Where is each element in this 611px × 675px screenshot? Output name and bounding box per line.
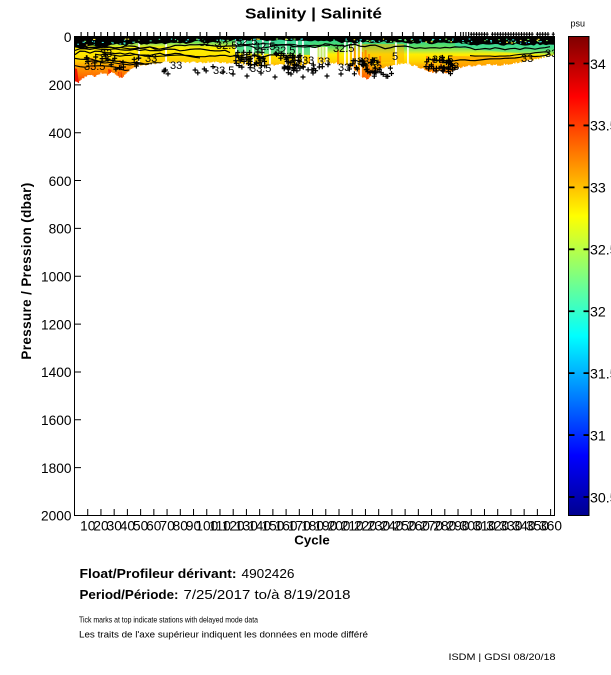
svg-text:33: 33 (370, 63, 382, 75)
svg-text:33.5: 33.5 (250, 63, 271, 75)
svg-text:31: 31 (590, 428, 606, 444)
svg-text:33.5: 33.5 (84, 61, 105, 73)
svg-text:180: 180 (301, 519, 324, 534)
svg-text:ISDM | GDSI 08/20/18: ISDM | GDSI 08/20/18 (449, 652, 556, 663)
svg-text:psu: psu (571, 19, 586, 30)
svg-text:33: 33 (590, 181, 606, 197)
svg-text:33: 33 (545, 48, 557, 60)
svg-text:Salinity | Salinité: Salinity | Salinité (245, 7, 382, 23)
svg-text:10: 10 (80, 519, 96, 534)
svg-text:270: 270 (420, 519, 443, 534)
svg-text:33: 33 (290, 53, 302, 65)
svg-text:360: 360 (539, 519, 562, 534)
svg-text:90: 90 (186, 519, 202, 534)
svg-text:33.5: 33.5 (213, 65, 234, 77)
svg-text:200: 200 (49, 78, 72, 93)
svg-text:32.5: 32.5 (236, 36, 257, 48)
svg-text:31.5: 31.5 (590, 366, 611, 382)
svg-text:1000: 1000 (41, 269, 72, 284)
svg-text:30: 30 (107, 519, 123, 534)
svg-text:280: 280 (433, 519, 456, 534)
svg-text:330: 330 (499, 519, 522, 534)
svg-text:4902426: 4902426 (242, 567, 295, 581)
svg-text:5: 5 (392, 51, 398, 63)
svg-text:190: 190 (314, 519, 337, 534)
svg-text:350: 350 (526, 519, 549, 534)
svg-text:300: 300 (460, 519, 483, 534)
svg-text:30.5: 30.5 (590, 490, 611, 506)
svg-text:1800: 1800 (41, 461, 72, 476)
svg-text:1200: 1200 (41, 317, 72, 332)
svg-text:32.5: 32.5 (216, 40, 237, 52)
svg-text:32.5: 32.5 (274, 45, 295, 57)
svg-text:20: 20 (93, 519, 109, 534)
svg-text:240: 240 (380, 519, 403, 534)
svg-text:200: 200 (328, 519, 351, 534)
svg-text:210: 210 (341, 519, 364, 534)
svg-text:32.5: 32.5 (254, 41, 275, 53)
svg-text:170: 170 (288, 519, 311, 534)
svg-text:32: 32 (590, 305, 606, 321)
svg-text:110: 110 (209, 519, 231, 534)
svg-text:33.5: 33.5 (432, 54, 453, 66)
svg-text:34: 34 (590, 57, 606, 73)
svg-text:800: 800 (49, 222, 72, 237)
svg-text:Period/Période:: Period/Période: (80, 588, 179, 602)
svg-text:Pressure / Pression (dbar): Pressure / Pression (dbar) (19, 182, 34, 359)
svg-text:150: 150 (261, 519, 284, 534)
svg-text:70: 70 (159, 519, 175, 534)
svg-text:160: 160 (275, 519, 298, 534)
svg-text:33: 33 (318, 56, 330, 68)
svg-text:Cycle: Cycle (294, 533, 330, 548)
svg-text:33: 33 (521, 53, 533, 65)
svg-text:140: 140 (248, 519, 271, 534)
svg-text:1400: 1400 (41, 365, 72, 380)
svg-text:2000: 2000 (41, 509, 72, 524)
svg-text:290: 290 (447, 519, 470, 534)
svg-text:310: 310 (473, 519, 496, 534)
svg-text:Float/Profileur dérivant:: Float/Profileur dérivant: (80, 567, 237, 581)
svg-text:33: 33 (170, 60, 182, 72)
svg-text:33: 33 (100, 48, 112, 60)
svg-text:230: 230 (367, 519, 390, 534)
svg-text:33.5: 33.5 (357, 56, 378, 68)
svg-text:0: 0 (64, 30, 72, 45)
svg-text:32.5: 32.5 (590, 243, 611, 259)
svg-text:80: 80 (173, 519, 189, 534)
svg-text:33: 33 (145, 53, 157, 65)
svg-text:260: 260 (407, 519, 430, 534)
svg-text:32.5: 32.5 (199, 37, 220, 49)
svg-text:340: 340 (513, 519, 536, 534)
svg-text:120: 120 (222, 519, 245, 534)
svg-text:33: 33 (302, 55, 314, 67)
svg-text:Tick marks at top indicate sta: Tick marks at top indicate stations with… (79, 614, 258, 624)
svg-text:32.5: 32.5 (333, 43, 354, 55)
svg-text:50: 50 (133, 519, 149, 534)
svg-text:33: 33 (338, 62, 350, 74)
svg-text:1600: 1600 (41, 413, 72, 428)
svg-text:250: 250 (394, 519, 417, 534)
svg-text:600: 600 (49, 174, 72, 189)
svg-text:Les traits de l'axe supérieur: Les traits de l'axe supérieur indiquent … (79, 630, 368, 640)
svg-text:33.5: 33.5 (590, 119, 611, 135)
svg-text:40: 40 (120, 519, 136, 534)
svg-text:320: 320 (486, 519, 509, 534)
svg-text:400: 400 (49, 126, 72, 141)
svg-text:220: 220 (354, 519, 377, 534)
svg-text:7/25/2017 to/à 8/19/2018: 7/25/2017 to/à 8/19/2018 (184, 588, 351, 602)
svg-text:60: 60 (146, 519, 162, 534)
svg-text:100: 100 (195, 519, 218, 534)
svg-text:130: 130 (235, 519, 258, 534)
svg-text:33: 33 (447, 61, 459, 73)
